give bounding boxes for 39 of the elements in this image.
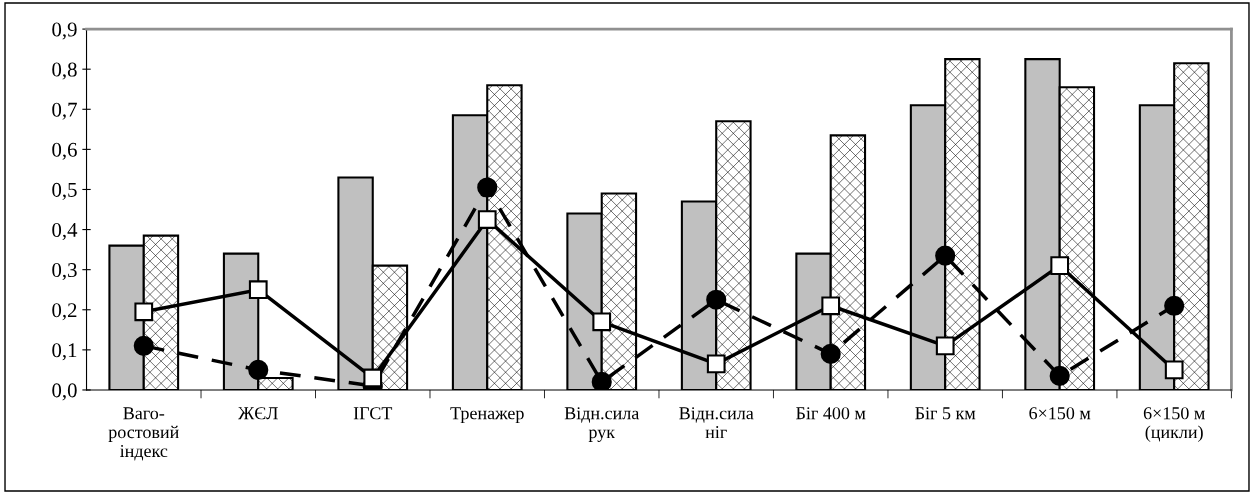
- x-tick-label: Ваго- ростовий індекс: [108, 407, 179, 461]
- x-tick-label: Відн.сила ніг: [679, 407, 754, 439]
- x-tick-label: 6×150 м (цикли): [1143, 407, 1205, 442]
- x-tick-label: Тренажер: [450, 407, 524, 423]
- x-tick-label: 6×150 м: [1029, 407, 1091, 420]
- y-tick-label: 0,7: [52, 102, 77, 120]
- y-tick-label: 0,9: [52, 22, 77, 40]
- point: [821, 296, 841, 316]
- x-tick-label: ІГСТ: [353, 407, 393, 420]
- point: [1050, 256, 1070, 276]
- point: [477, 210, 497, 229]
- point: [1049, 365, 1070, 386]
- point: [820, 343, 841, 364]
- y-tick-label: 0,5: [52, 182, 77, 200]
- y-tick-label: 0,0: [52, 383, 77, 401]
- point: [1164, 295, 1185, 316]
- point: [1164, 360, 1184, 380]
- y-tick-label: 0,3: [52, 263, 77, 281]
- y-tick-label: 0,2: [52, 303, 77, 321]
- point: [248, 280, 268, 300]
- point: [248, 359, 269, 380]
- point: [592, 312, 612, 332]
- point: [935, 245, 956, 266]
- x-tick-label: ЖЄЛ: [238, 407, 278, 420]
- point: [133, 335, 154, 356]
- y-tick-label: 0,1: [52, 343, 77, 361]
- x-tick-label: Біг 5 км: [915, 407, 976, 420]
- y-tick-label: 0,6: [52, 142, 77, 160]
- y-tick-label: 0,8: [52, 62, 77, 80]
- y-tick-label: 0,4: [52, 222, 78, 240]
- point: [935, 336, 955, 356]
- x-tick-label: Відн.сила рук: [564, 407, 640, 442]
- point: [706, 354, 726, 374]
- x-tick-label: Біг 400 м: [796, 407, 866, 420]
- point: [477, 177, 498, 198]
- point: [134, 302, 154, 322]
- point: [363, 368, 383, 388]
- point: [591, 371, 612, 390]
- point: [706, 289, 727, 310]
